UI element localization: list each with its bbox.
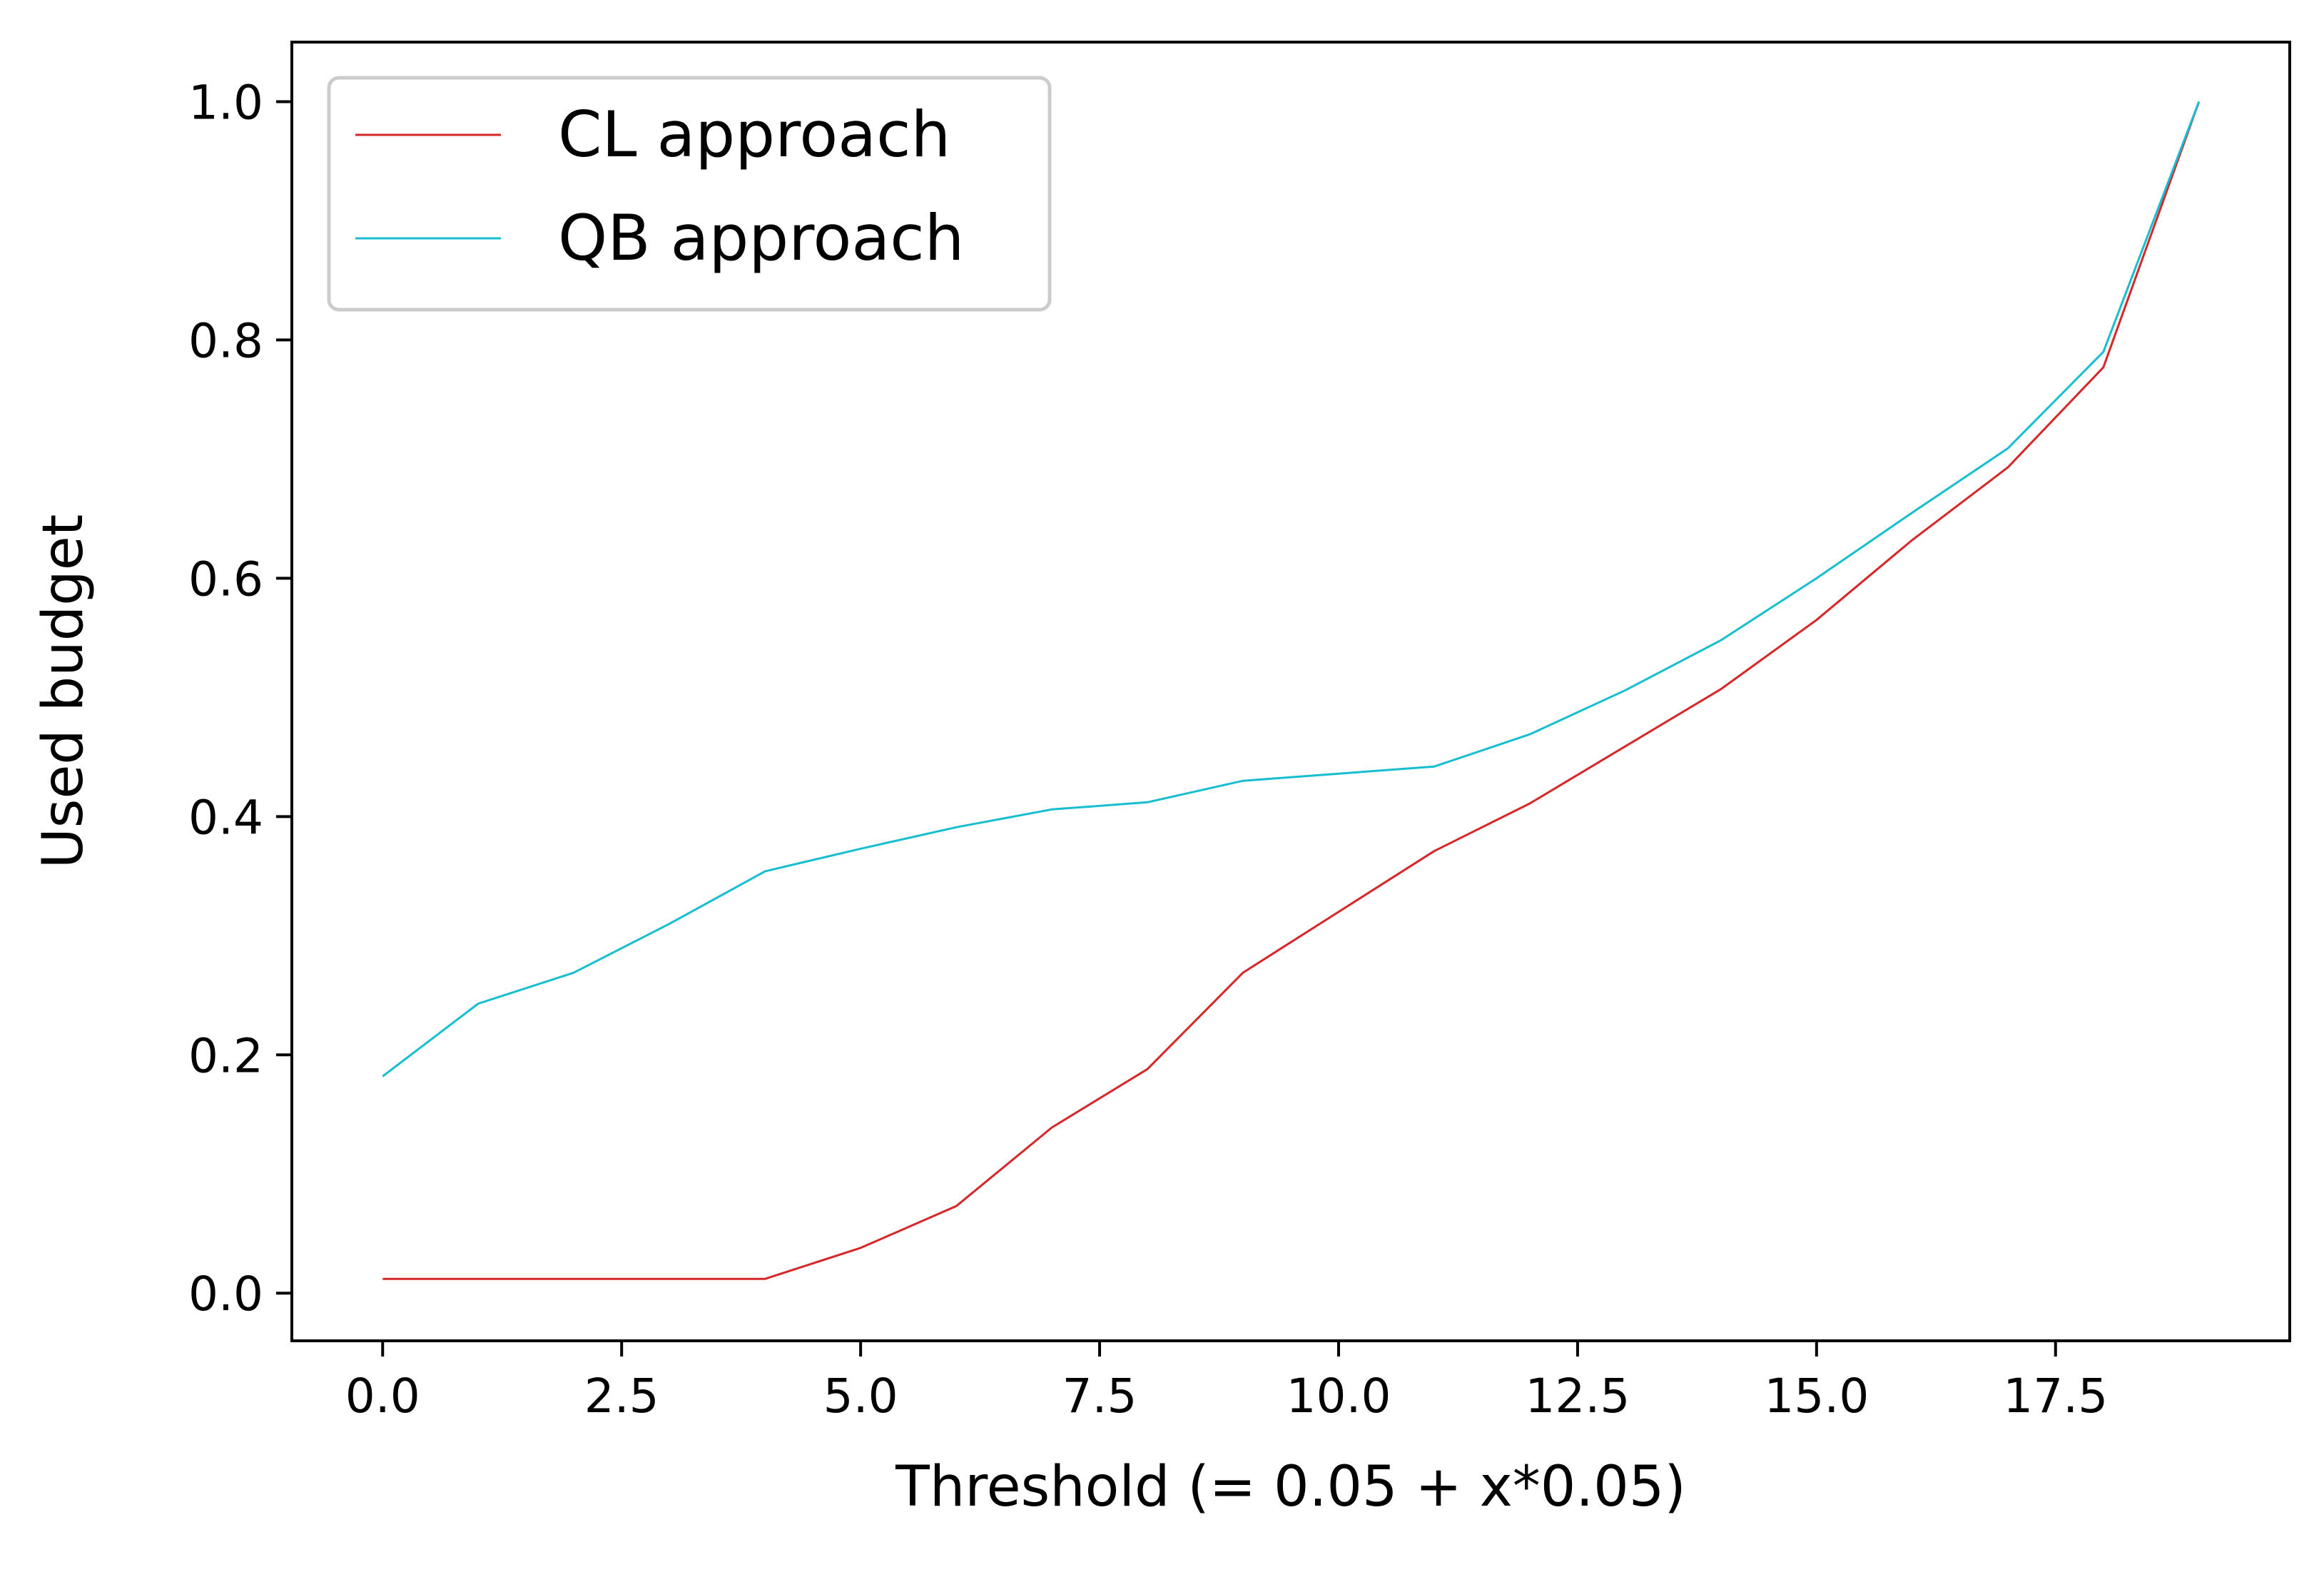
legend-label: CL approach <box>558 98 950 171</box>
x-tick-label: 10.0 <box>1287 1369 1391 1424</box>
x-tick-label: 12.5 <box>1525 1369 1630 1424</box>
y-tick-label: 0.8 <box>188 313 263 368</box>
x-tick-label: 7.5 <box>1062 1369 1137 1424</box>
y-tick-label: 0.4 <box>188 790 263 845</box>
y-tick-label: 1.0 <box>188 75 263 130</box>
y-axis: 0.0 0.2 0.4 0.6 0.8 1.0 <box>188 75 292 1322</box>
y-tick-label: 0.2 <box>188 1028 263 1083</box>
x-tick-label: 5.0 <box>823 1369 898 1424</box>
y-tick-label: 0.0 <box>188 1267 263 1322</box>
legend: CL approach QB approach <box>327 76 1052 312</box>
series-line-qb-approach <box>382 101 2201 1078</box>
x-tick-label: 2.5 <box>584 1369 659 1424</box>
plot-lines <box>382 101 2201 1280</box>
y-tick-label: 0.6 <box>188 552 263 607</box>
x-tick-label: 15.0 <box>1764 1369 1869 1424</box>
x-axis-label: Threshold (= 0.05 + x*0.05) <box>895 1455 1686 1519</box>
legend-label: QB approach <box>558 201 964 275</box>
x-tick-label: 0.0 <box>345 1369 420 1424</box>
plot-frame <box>290 41 2291 1342</box>
x-tick-label: 17.5 <box>2003 1369 2108 1424</box>
x-axis: 0.0 2.5 5.0 7.5 10.0 12.5 15.0 17.5 <box>345 1341 2108 1424</box>
series-line-cl-approach <box>382 101 2201 1280</box>
legend-box <box>327 76 1052 312</box>
y-axis-label: Used budget <box>31 514 96 869</box>
